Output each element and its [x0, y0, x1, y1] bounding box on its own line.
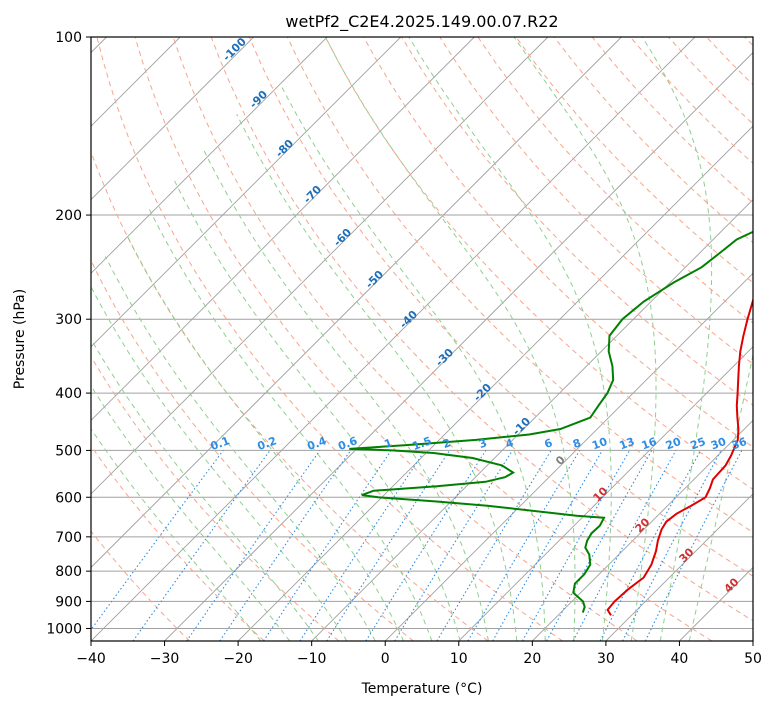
y-tick-label: 1000 [46, 621, 82, 637]
mixing-ratio-label: 1.5 [411, 434, 434, 453]
mixing-ratio-label: 36 [730, 435, 749, 453]
moist-adiabat-line [641, 37, 713, 641]
y-tick-label: 400 [55, 386, 82, 402]
dry-adiabat-line [515, 37, 753, 284]
isotherm-line [91, 37, 254, 201]
x-tick-label: 20 [523, 651, 541, 667]
x-tick-label: 30 [597, 651, 615, 667]
moist-adiabat-line [125, 233, 405, 641]
mixing-ratio-line [299, 450, 426, 641]
x-tick-label: −30 [150, 651, 180, 667]
mixing-ratio-line [644, 450, 743, 641]
dewpoint-profile-line [349, 230, 753, 613]
dry-adiabat-line [172, 37, 713, 641]
axes-layer: −40 −30 −20 −10 0 10 20 30 40 5010020030040050060… [46, 30, 762, 667]
mixing-ratio-label: 6 [543, 436, 555, 451]
dry-adiabat-line [439, 37, 753, 365]
mixing-ratio-line [132, 450, 271, 641]
y-tick-label: 500 [55, 443, 82, 459]
moist-adiabat-line [513, 37, 657, 641]
y-tick-label: 600 [55, 490, 82, 506]
isotherm-line [91, 37, 402, 348]
y-axis-label: Pressure (hPa) [12, 289, 28, 389]
mixing-ratio-line [522, 450, 631, 641]
x-tick-label: −10 [297, 651, 327, 667]
x-axis-label: Temperature (°C) [361, 681, 483, 697]
x-tick-label: 0 [381, 651, 390, 667]
moist-adiabat-line [203, 149, 489, 641]
moist-adiabat-line [324, 37, 576, 641]
mixing-ratio-line [91, 450, 224, 631]
dry-adiabat-line [286, 37, 753, 534]
dry-adiabat-line [96, 37, 563, 641]
mixing-ratio-label: 0.4 [306, 434, 329, 453]
mixing-ratio-line [572, 450, 677, 641]
mixing-ratio-line [186, 450, 321, 641]
isotherm-line [91, 37, 696, 641]
moist-adiabat-line [148, 208, 433, 641]
dry-adiabat-line [91, 259, 414, 641]
isotherm-line [91, 37, 475, 421]
mixing-ratio-label: 10 [590, 435, 609, 453]
moist-adiabat-line [236, 113, 518, 641]
mixing-ratio-label: 13 [618, 435, 637, 452]
chart-title: wetPf2_C2E4.2025.149.00.07.R22 [285, 12, 558, 32]
mixing-ratio-line [219, 450, 352, 641]
mixing-ratio-label: 0.1 [209, 434, 232, 453]
isotherm-line [164, 51, 753, 641]
isotherm-line [605, 493, 753, 641]
mixing-ratio-label: 25 [689, 435, 708, 452]
mixing-ratio-line [326, 450, 451, 641]
dry-adiabat-line [248, 37, 753, 577]
isotherm-line [91, 37, 622, 569]
mixing-ratio-label: 0.2 [256, 434, 279, 453]
data-layer [349, 230, 753, 616]
mixing-ratio-label: 16 [640, 435, 659, 453]
y-tick-label: 800 [55, 564, 82, 580]
mixing-ratio-label: 0.6 [336, 434, 359, 453]
y-tick-label: 200 [55, 208, 82, 224]
mixing-ratio-label: 2 [441, 436, 453, 451]
y-tick-label: 300 [55, 312, 82, 328]
mixing-ratio-label: 30 [709, 435, 728, 453]
mixing-ratio-line [263, 450, 392, 641]
moist-adiabat-line [91, 285, 348, 641]
moist-adiabat-line [279, 83, 546, 641]
mixing-ratio-label: 1 [382, 436, 394, 451]
dry-adiabat-line [401, 37, 753, 406]
x-tick-label: −20 [223, 651, 253, 667]
y-tick-label: 900 [55, 594, 82, 610]
isotherm-line [384, 272, 753, 641]
x-tick-label: −40 [76, 651, 106, 667]
x-tick-label: 10 [450, 651, 468, 667]
moist-adiabat-line [91, 427, 262, 641]
isotherm-line [91, 37, 549, 495]
x-tick-label: 50 [744, 651, 762, 667]
plot-frame [90, 36, 754, 642]
mixing-ratio-label: 8 [571, 436, 583, 451]
isotherm-line [237, 125, 753, 641]
x-tick-label: 40 [671, 651, 689, 667]
y-tick-label: 100 [55, 30, 82, 46]
isotherm-line [532, 419, 753, 641]
mixing-ratio-label: 20 [664, 435, 683, 453]
mixing-ratio-label: 3 [477, 436, 489, 451]
mixing-ratio-line [394, 450, 513, 641]
moist-adiabat-line [174, 180, 461, 641]
isotherm-line [458, 346, 753, 641]
isotherm-line [91, 37, 328, 274]
dry-adiabat-line [91, 530, 191, 641]
dry-adiabat-line [210, 37, 753, 622]
isopleth-label-layer: 0.1 0.2 0.4 0.6 1 1.5 2 3 4 6 8 10 13 16 20 25 30 36-100-… [209, 35, 749, 596]
moist-adiabat-line [104, 256, 376, 641]
dry-adiabat-line [91, 444, 265, 641]
y-tick-label: 700 [55, 530, 82, 546]
mixing-ratio-label: 4 [504, 436, 516, 451]
dry-adiabat-line [91, 355, 340, 641]
moist-adiabat-line [408, 37, 612, 641]
grid-layer [91, 37, 753, 641]
mixing-ratio-line [546, 450, 653, 641]
temperature-profile-line [606, 297, 753, 616]
